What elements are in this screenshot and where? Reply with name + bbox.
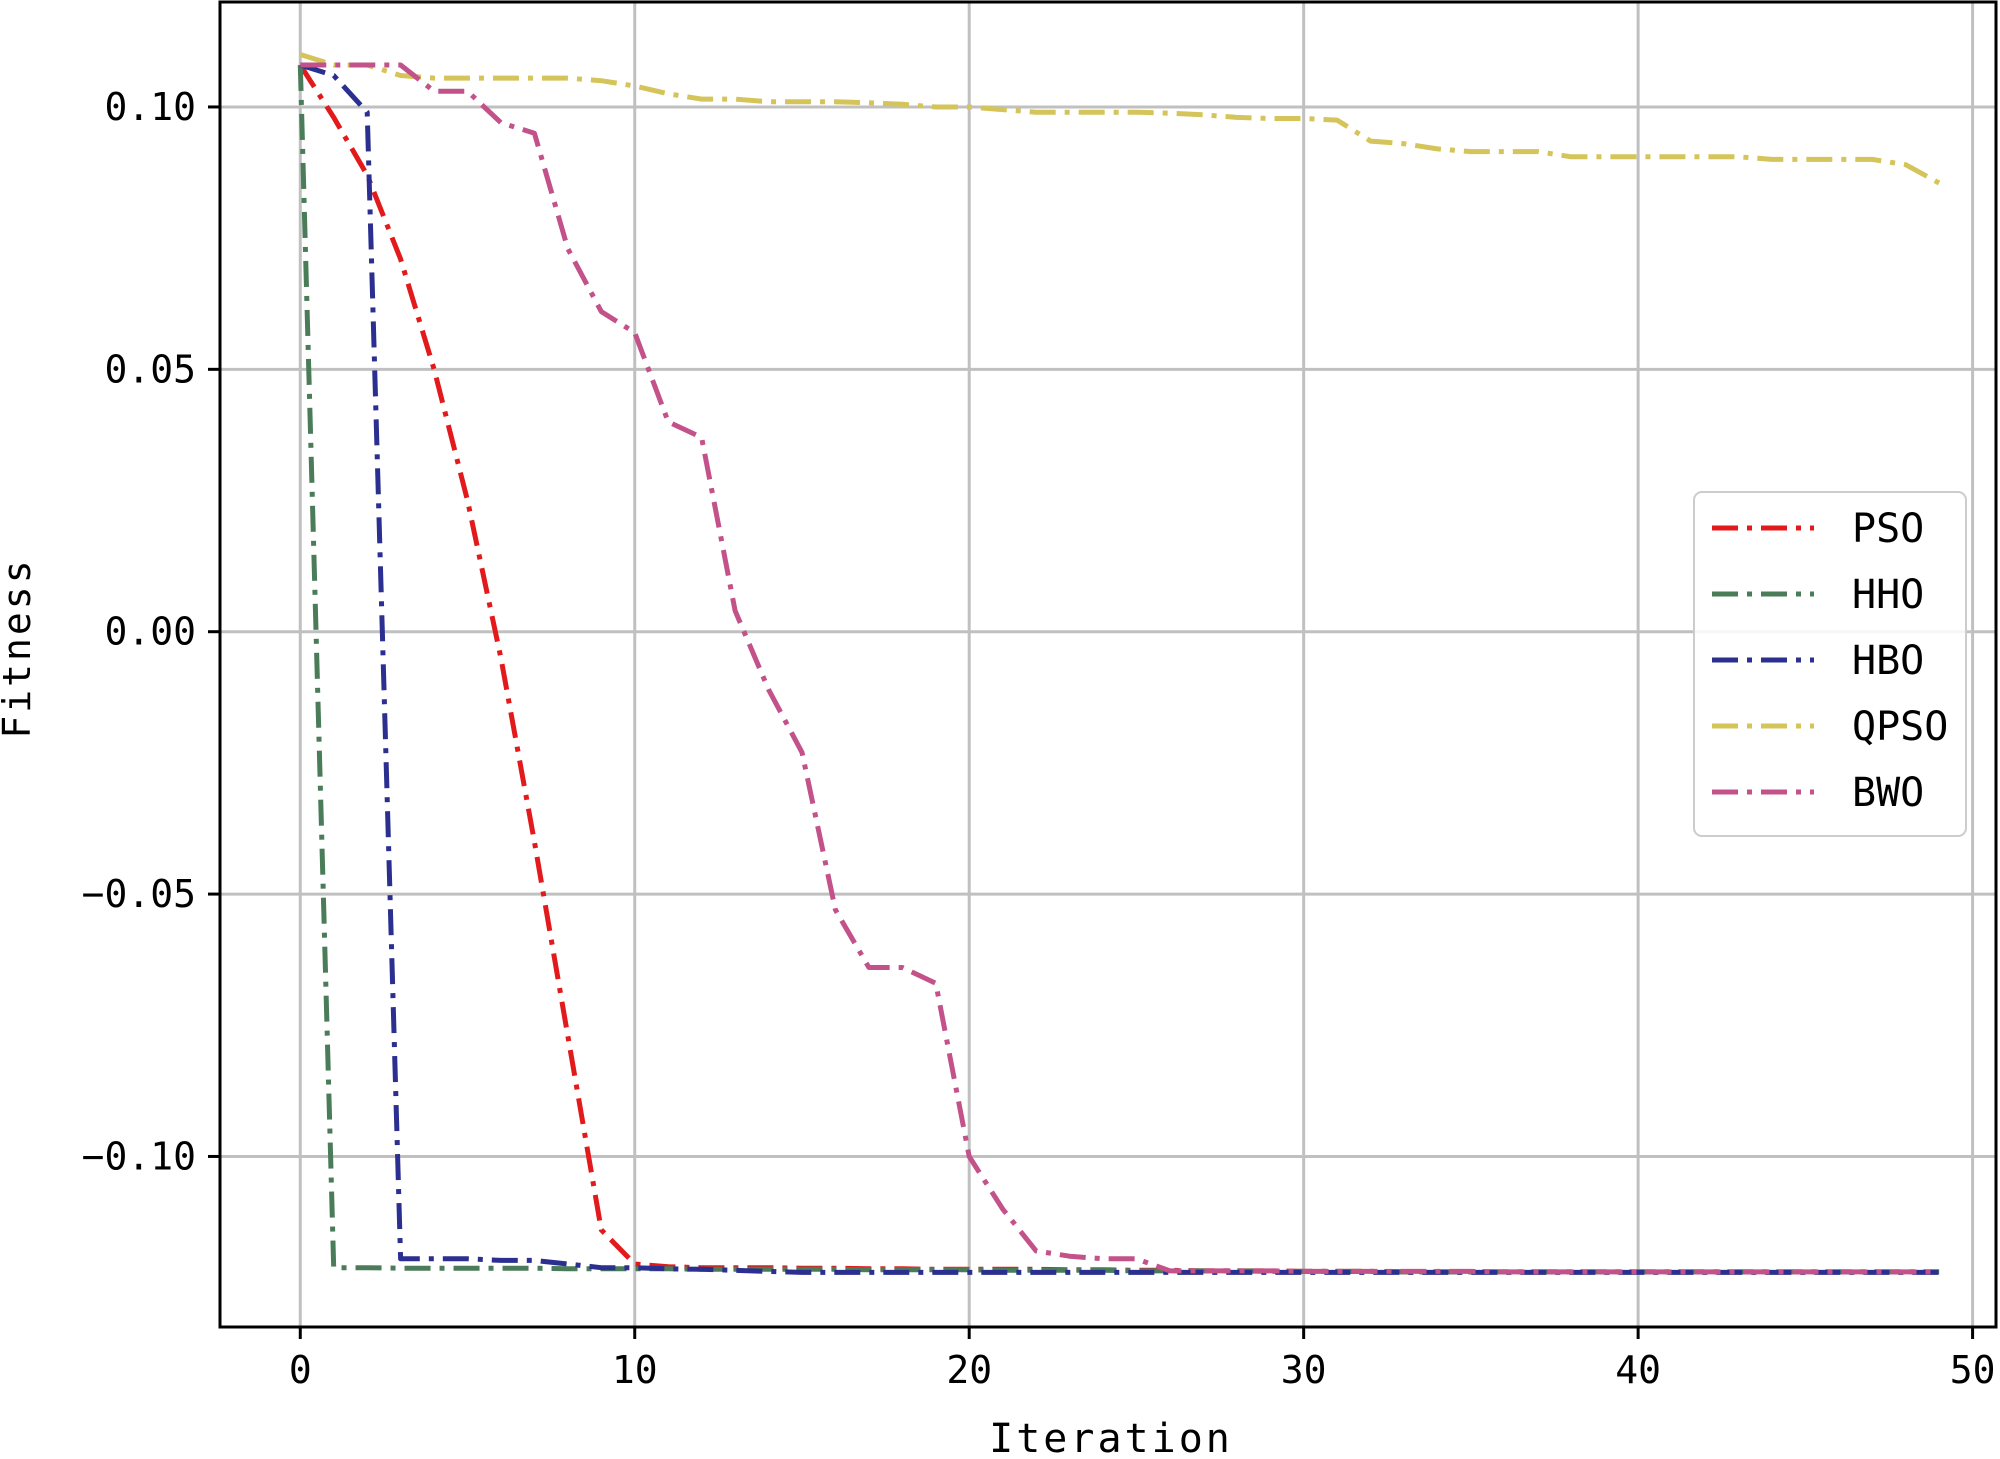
legend-label-bwo: BWO [1852,770,1924,816]
legend-label-pso: PSO [1852,506,1924,552]
gridlines [220,2,1996,1327]
x-tick-label: 30 [1281,1348,1327,1392]
y-tick-label: 0.10 [104,85,196,129]
y-tick-label: −0.05 [82,872,196,916]
y-tick-label: −0.10 [82,1134,196,1178]
y-axis-label: Fitness [0,557,39,738]
x-axis-ticks: 0 10 20 30 40 50 [289,1327,1996,1392]
x-tick-label: 10 [612,1348,658,1392]
x-tick-label: 40 [1615,1348,1661,1392]
legend-label-hho: HHO [1852,572,1924,618]
y-tick-label: 0.05 [104,347,196,391]
y-axis-ticks: 0.10 0.05 0.00 −0.05 −0.10 [82,85,220,1178]
series-line-bwo [300,62,1940,1275]
plot-frame [218,0,1998,1329]
legend-label-hbo: HBO [1852,638,1924,684]
x-tick-label: 50 [1950,1348,1996,1392]
legend: PSO HHO HBO QPSO BWO [1693,491,1967,837]
x-axis-label: Iteration [989,1416,1233,1455]
legend-items: PSO HHO HBO QPSO BWO [1712,506,1948,816]
x-tick-label: 0 [289,1348,312,1392]
legend-box [1693,491,1967,837]
series-line-qpso [299,52,1941,186]
y-tick-label: 0.00 [104,610,196,654]
series-lines [297,52,1941,1275]
legend-label-qpso: QPSO [1852,704,1948,750]
x-tick-label: 20 [946,1348,992,1392]
